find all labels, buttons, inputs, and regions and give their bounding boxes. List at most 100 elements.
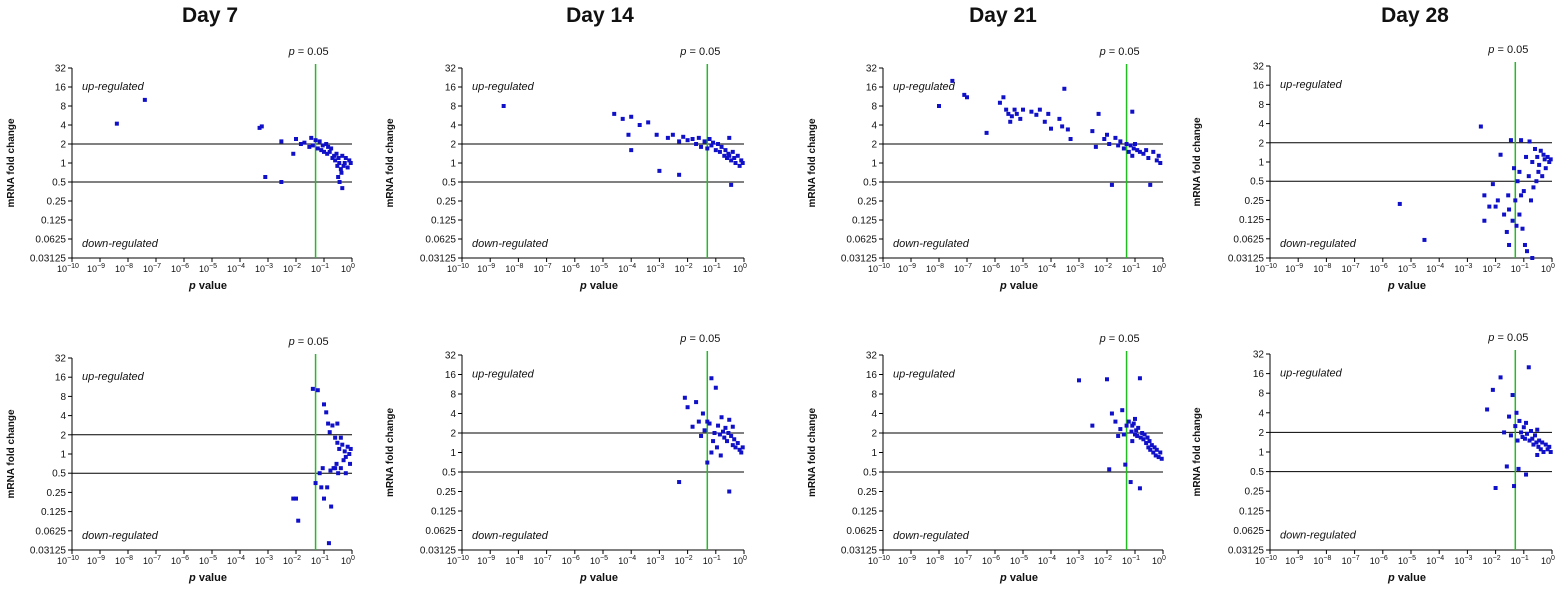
data-point xyxy=(339,170,344,175)
x-tick-label: 10−7 xyxy=(534,263,552,274)
y-tick-label: 16 xyxy=(1253,369,1265,380)
data-point xyxy=(1121,432,1126,437)
up-regulated-label: up-regulated xyxy=(82,81,145,93)
panel-top-day-21: 0.03125 0.0625 0.125 0.25 0.5 1 2 4 8 16 32 10−10 10… xyxy=(807,46,1166,292)
data-point xyxy=(309,135,314,140)
data-point xyxy=(1521,189,1526,194)
data-point xyxy=(342,449,347,454)
data-point xyxy=(1133,432,1137,437)
data-point xyxy=(711,439,716,444)
y-tick-label: 4 xyxy=(871,409,877,420)
y-tick-label: 0.0625 xyxy=(1233,526,1264,537)
data-point xyxy=(1148,182,1153,187)
data-point xyxy=(329,146,334,151)
x-tick-label: 100 xyxy=(341,263,355,274)
data-point xyxy=(1507,207,1512,212)
data-point xyxy=(259,124,264,129)
data-point xyxy=(1535,452,1540,457)
data-point xyxy=(1502,212,1507,217)
data-point xyxy=(1116,143,1121,148)
data-point xyxy=(1090,129,1095,134)
data-point xyxy=(677,172,682,177)
data-point xyxy=(1136,425,1141,430)
x-tick-label: 10−4 xyxy=(1426,263,1444,274)
x-axis-title: p value xyxy=(1387,280,1426,292)
x-tick-label: 10−6 xyxy=(171,263,189,274)
data-point xyxy=(1502,430,1507,435)
data-point xyxy=(984,130,989,135)
y-axis-title: mRNA fold change xyxy=(807,408,818,498)
x-axis-title: p value xyxy=(188,572,227,584)
data-point xyxy=(1520,226,1525,231)
data-point xyxy=(612,111,617,116)
x-tick-label: 10−3 xyxy=(1066,263,1084,274)
data-point xyxy=(338,466,343,471)
y-tick-label: 1 xyxy=(871,159,877,170)
y-tick-label: 0.5 xyxy=(1250,177,1264,188)
data-point xyxy=(1001,95,1006,100)
data-point xyxy=(690,137,695,142)
x-tick-label: 10−7 xyxy=(534,555,552,566)
x-tick-label: 10−8 xyxy=(505,555,523,566)
panel-bottom-day-21: 0.03125 0.0625 0.125 0.25 0.5 1 2 4 8 16 32 10−10 10… xyxy=(807,333,1166,584)
y-tick-label: 16 xyxy=(445,83,457,94)
y-tick-label: 2 xyxy=(450,140,456,151)
day-title-7: Day 7 xyxy=(181,4,239,27)
y-tick-label: 4 xyxy=(60,411,66,422)
data-point xyxy=(705,419,710,424)
y-tick-label: 0.25 xyxy=(1245,487,1265,498)
data-point xyxy=(327,149,332,154)
data-point xyxy=(1153,453,1158,458)
data-point xyxy=(1517,212,1522,217)
x-tick-label: 10−3 xyxy=(1066,555,1084,566)
panel-top-day-7: 0.03125 0.0625 0.125 0.25 0.5 1 2 4 8 16 32 10−10 10… xyxy=(6,46,355,292)
x-tick-label: 10−5 xyxy=(199,263,217,274)
data-point xyxy=(327,430,332,435)
x-tick-label: 10−9 xyxy=(87,555,105,566)
y-tick-label: 0.125 xyxy=(1239,506,1264,517)
data-point xyxy=(709,450,714,455)
y-tick-label: 0.25 xyxy=(47,197,67,208)
data-point xyxy=(727,489,732,494)
data-point xyxy=(307,144,312,149)
data-point xyxy=(1113,419,1118,424)
y-tick-label: 2 xyxy=(60,430,66,441)
data-point xyxy=(1118,427,1123,432)
data-point xyxy=(1004,107,1009,112)
y-tick-label: 0.03125 xyxy=(841,546,878,557)
data-point xyxy=(1014,111,1019,116)
x-tick-label: 100 xyxy=(1541,263,1555,274)
x-axis-title: p value xyxy=(1387,572,1426,584)
data-point xyxy=(1120,408,1125,413)
data-point xyxy=(317,139,322,144)
p-value-threshold-label: p = 0.05 xyxy=(1099,46,1140,58)
data-point xyxy=(343,454,348,459)
y-tick-label: 1 xyxy=(450,448,456,459)
data-point xyxy=(1541,450,1546,454)
data-point xyxy=(1037,107,1042,112)
y-tick-label: 2 xyxy=(871,429,877,440)
data-point xyxy=(1156,153,1161,158)
y-tick-label: 0.125 xyxy=(41,216,66,227)
x-tick-label: 10−4 xyxy=(227,263,245,274)
data-point xyxy=(1138,435,1143,440)
panel-bottom-day-28: 0.03125 0.0625 0.125 0.25 0.5 1 2 4 8 16 32 10−10 10… xyxy=(1192,332,1555,584)
y-tick-label: 8 xyxy=(871,390,877,401)
data-point xyxy=(737,163,742,168)
data-point xyxy=(739,450,744,455)
data-point xyxy=(1506,193,1511,198)
x-tick-label: 10−7 xyxy=(954,555,972,566)
p-value-threshold-label: p = 0.05 xyxy=(1487,332,1528,344)
data-point xyxy=(310,386,315,391)
data-point xyxy=(335,440,340,445)
y-tick-label: 16 xyxy=(55,373,67,384)
data-point xyxy=(320,466,325,471)
data-point xyxy=(670,132,675,137)
data-point xyxy=(1543,442,1548,447)
data-point xyxy=(1133,416,1137,421)
data-point xyxy=(1478,124,1483,129)
y-tick-label: 8 xyxy=(450,102,456,113)
x-tick-label: 10−1 xyxy=(311,555,329,566)
data-point xyxy=(1528,429,1533,434)
